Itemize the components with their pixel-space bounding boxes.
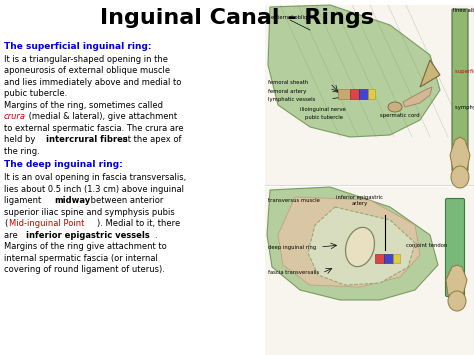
Bar [265, 5, 474, 185]
Text: It is an oval opening in fascia transversalis,: It is an oval opening in fascia transver… [4, 173, 186, 182]
Text: pubic tubercle.: pubic tubercle. [4, 89, 67, 98]
Text: are: are [4, 231, 20, 240]
Text: at the apex of: at the apex of [120, 135, 182, 144]
Text: superior iliac spine and symphysis pubis: superior iliac spine and symphysis pubis [4, 208, 175, 217]
Text: femoral artery: femoral artery [268, 88, 306, 93]
Text: ligament: ligament [4, 196, 44, 205]
Text: lies about 0.5 inch (1.3 cm) above inguinal: lies about 0.5 inch (1.3 cm) above ingui… [4, 185, 184, 193]
Polygon shape [450, 137, 470, 170]
Text: crura: crura [4, 112, 26, 121]
Text: The superficial inguinal ring:: The superficial inguinal ring: [4, 42, 152, 51]
Polygon shape [308, 207, 415, 285]
Polygon shape [278, 197, 420, 287]
Text: The deep inguinal ring:: The deep inguinal ring: [4, 160, 123, 169]
Polygon shape [420, 60, 440, 87]
Text: covering of round ligament of uterus).: covering of round ligament of uterus). [4, 265, 165, 274]
Polygon shape [268, 5, 440, 137]
Text: inferior epigastric vessels: inferior epigastric vessels [26, 231, 150, 240]
Text: fascia transversalis: fascia transversalis [268, 271, 319, 275]
Bar [368, 89, 375, 99]
Text: aponeurosis of external oblique muscle: aponeurosis of external oblique muscle [4, 66, 170, 75]
Text: spermatic cord: spermatic cord [380, 113, 419, 118]
Text: internal spermatic fascia (or internal: internal spermatic fascia (or internal [4, 253, 158, 263]
Text: Mid-inguinal Point: Mid-inguinal Point [9, 219, 84, 228]
Text: conjoint tendon: conjoint tendon [406, 242, 447, 247]
Text: between anterior: between anterior [88, 196, 164, 205]
Text: artery: artery [352, 202, 368, 207]
Text: ilioinguinal nerve: ilioinguinal nerve [300, 108, 346, 113]
Text: lymphatic vessels: lymphatic vessels [268, 97, 315, 102]
Bar [384, 254, 393, 263]
Ellipse shape [346, 227, 374, 267]
Polygon shape [403, 87, 432, 107]
Text: It is a triangular-shaped opening in the: It is a triangular-shaped opening in the [4, 55, 168, 64]
Text: to external spermatic fascia. The crura are: to external spermatic fascia. The crura … [4, 124, 183, 133]
Text: external oblique: external oblique [271, 15, 314, 20]
Text: (medial & lateral), give attachment: (medial & lateral), give attachment [26, 112, 177, 121]
Text: deep inguinal ring: deep inguinal ring [268, 245, 316, 250]
Ellipse shape [451, 166, 469, 188]
Text: linea alba: linea alba [453, 9, 474, 13]
Text: midway: midway [54, 196, 90, 205]
Text: ). Medial to it, there: ). Medial to it, there [97, 219, 180, 228]
Text: the ring.: the ring. [4, 147, 40, 155]
Text: inferior epigastric: inferior epigastric [337, 195, 383, 200]
Text: femoral sheath: femoral sheath [268, 81, 308, 86]
Bar [393, 254, 400, 263]
Ellipse shape [388, 102, 402, 112]
Bar [265, 187, 474, 355]
Text: .: . [154, 231, 156, 240]
Polygon shape [267, 187, 438, 300]
Text: Margins of the ring give attachment to: Margins of the ring give attachment to [4, 242, 167, 251]
Text: pubic tubercle: pubic tubercle [305, 115, 343, 120]
Ellipse shape [448, 291, 466, 311]
Bar [350, 89, 359, 99]
FancyBboxPatch shape [446, 198, 465, 296]
Bar [375, 254, 384, 263]
Text: Inguinal Canal - Rings: Inguinal Canal - Rings [100, 8, 374, 28]
Text: intercrural fibres: intercrural fibres [46, 135, 128, 144]
Text: transversus muscle: transversus muscle [268, 197, 320, 202]
Bar [359, 89, 368, 99]
Polygon shape [446, 265, 467, 295]
FancyBboxPatch shape [452, 9, 468, 171]
Text: superficial inguinal ring: superficial inguinal ring [455, 69, 474, 73]
Text: and lies immediately above and medial to: and lies immediately above and medial to [4, 78, 182, 87]
Text: held by: held by [4, 135, 38, 144]
Text: (: ( [4, 219, 7, 228]
Text: Margins of the ring, sometimes called: Margins of the ring, sometimes called [4, 101, 163, 110]
Text: symphysis pubis: symphysis pubis [455, 104, 474, 109]
Bar [338, 89, 350, 99]
